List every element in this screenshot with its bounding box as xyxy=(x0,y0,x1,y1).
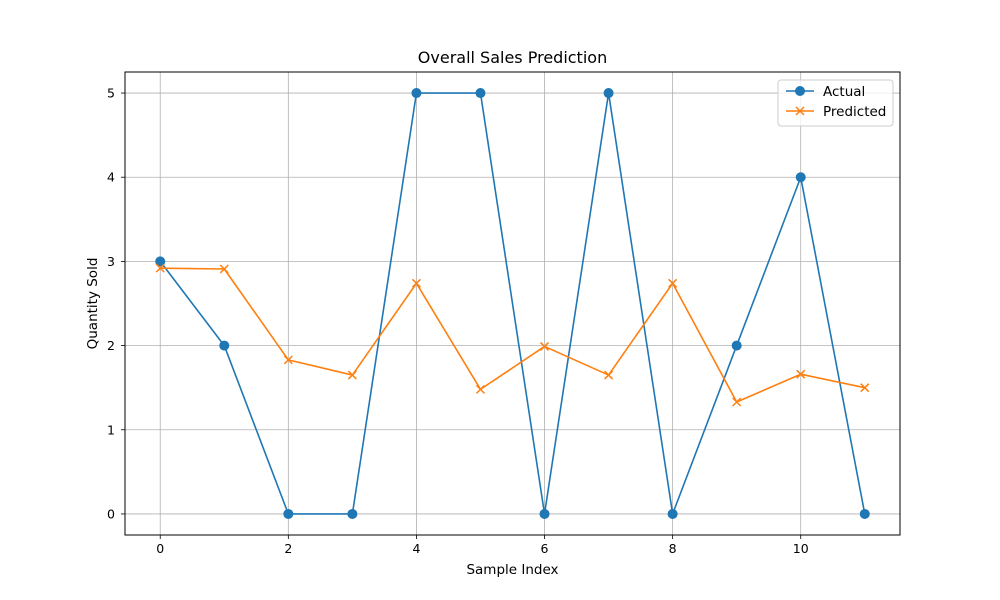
series-predicted-line xyxy=(160,267,865,403)
legend-item-actual: Actual xyxy=(786,84,865,100)
y-tick-label: 0 xyxy=(107,506,115,521)
legend-label: Actual xyxy=(823,84,865,100)
actual-point xyxy=(667,508,678,519)
y-axis-title: Quantity Sold xyxy=(85,258,101,350)
x-axis-title: Sample Index xyxy=(466,562,558,578)
actual-point xyxy=(219,340,230,351)
plot-frame xyxy=(124,71,901,536)
predicted-point xyxy=(539,341,550,351)
actual-point xyxy=(731,340,742,351)
y-tick-label: 4 xyxy=(107,170,115,185)
actual-point xyxy=(539,508,550,519)
series-actual xyxy=(155,88,870,519)
actual-point xyxy=(475,88,486,99)
predicted-point xyxy=(604,370,614,380)
predicted-point xyxy=(411,278,421,288)
legend-item-predicted: Predicted xyxy=(786,104,886,120)
actual-point xyxy=(347,508,358,519)
actual-point xyxy=(283,508,294,519)
predicted-point xyxy=(796,369,806,379)
predicted-point xyxy=(155,263,165,273)
legend-items: Actual Predicted xyxy=(786,84,886,120)
series-actual-line xyxy=(159,92,866,515)
chart-title: Overall Sales Prediction xyxy=(418,48,607,67)
actual-point xyxy=(603,88,614,99)
legend-label: Predicted xyxy=(823,104,886,120)
predicted-point xyxy=(219,264,229,274)
predicted-point xyxy=(860,383,870,393)
axis-ticks: 0 2 4 6 8 10 0 1 2 3 4 5 xyxy=(107,86,809,556)
x-tick-label: 10 xyxy=(793,541,809,556)
predicted-point xyxy=(283,355,293,365)
predicted-point xyxy=(732,397,742,407)
series-layer xyxy=(155,88,870,519)
y-tick-label: 3 xyxy=(107,254,115,269)
actual-point xyxy=(859,508,870,519)
legend: Actual Predicted xyxy=(777,79,894,127)
predicted-point xyxy=(347,370,357,380)
legend-actual-point xyxy=(795,86,805,96)
y-tick-label: 1 xyxy=(107,422,115,437)
y-tick-label: 5 xyxy=(107,86,115,101)
legend-predicted-point xyxy=(795,106,805,116)
actual-point xyxy=(155,256,166,267)
x-tick-label: 0 xyxy=(156,541,164,556)
x-tick-label: 8 xyxy=(669,541,677,556)
actual-point xyxy=(795,172,806,183)
predicted-point xyxy=(475,384,486,394)
x-tick-label: 6 xyxy=(541,541,549,556)
actual-point xyxy=(411,88,422,99)
grid xyxy=(125,72,900,535)
y-tick-label: 2 xyxy=(107,338,115,353)
predicted-point xyxy=(668,278,678,288)
x-tick-label: 4 xyxy=(412,541,420,556)
x-tick-label: 2 xyxy=(284,541,292,556)
series-predicted xyxy=(155,263,870,407)
